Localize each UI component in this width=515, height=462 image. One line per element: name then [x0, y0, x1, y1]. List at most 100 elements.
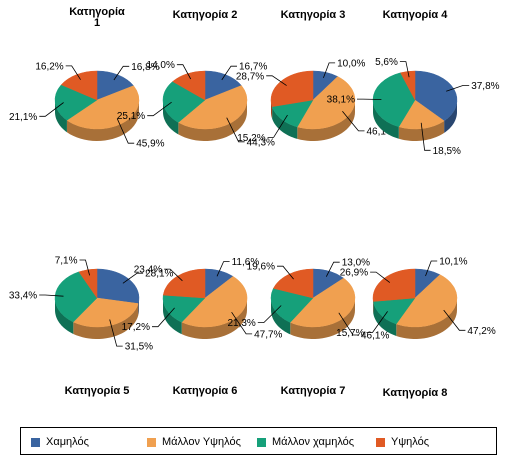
pie-category-8: Κατηγορία 8 10,1% 47,2% 15,7% 26,9% — [336, 257, 496, 400]
pie-slice-2-rather-high — [177, 85, 248, 130]
data-label-5-low: 28,1% — [145, 269, 173, 280]
pie-side-6-rather-low — [163, 298, 182, 335]
leader-line-5-rather-high — [109, 319, 123, 347]
pie-slice-3-high — [270, 70, 314, 107]
leader-line-4-low — [446, 85, 470, 92]
chart-title-3: Κατηγορία 3 — [281, 9, 346, 21]
leader-line-3-high — [266, 75, 287, 86]
chart-title-8: Κατηγορία 8 — [383, 387, 448, 399]
pie-slice-2-high — [172, 70, 206, 101]
pie-slice-7-high — [273, 268, 314, 299]
chart-title-2: Κατηγορία 2 — [173, 9, 238, 21]
data-label-3-rather-low: 15,2% — [237, 133, 265, 144]
pie-category-6: Κατηγορία 6 11,6% 47,7% 17,2% 23,4% — [122, 257, 283, 397]
leader-line-6-rather-high — [231, 311, 253, 335]
pie-slice-6-rather-low — [162, 294, 206, 323]
legend-item-rather-low: Μάλλον χαμηλός — [257, 436, 354, 448]
data-label-1-rather-high: 45,9% — [136, 139, 164, 150]
data-label-8-rather-low: 15,7% — [336, 328, 364, 339]
data-label-4-rather-low: 38,1% — [327, 95, 355, 106]
chart-title-5: Κατηγορία 5 — [65, 385, 130, 397]
pie-side-5-rather-high — [73, 303, 139, 339]
legend-label-low: Χαμηλός — [46, 436, 89, 448]
pie-slice-2-low — [204, 70, 242, 101]
data-label-3-low: 10,0% — [337, 58, 365, 69]
pie-slice-4-low — [414, 70, 458, 122]
data-label-5-rather-low: 33,4% — [9, 291, 37, 302]
data-label-7-low: 13,0% — [342, 258, 370, 269]
data-label-2-high: 14,0% — [147, 60, 175, 71]
legend-label-high: Υψηλός — [391, 436, 430, 448]
data-label-8-high: 26,9% — [340, 268, 368, 279]
leader-line-6-rather-low — [152, 307, 175, 328]
pie-slice-8-high — [372, 268, 416, 302]
data-label-1-high: 16,2% — [35, 61, 63, 72]
leader-line-5-high — [79, 259, 90, 276]
legend-item-low: Χαμηλός — [31, 436, 89, 448]
data-label-8-rather-high: 47,2% — [467, 326, 495, 337]
legend-swatch-high — [376, 437, 385, 447]
pie-slice-7-rather-low — [270, 288, 314, 323]
pie-category-3: Κατηγορία 3 10,0% 46,1% 15,2% 28,7% — [236, 9, 395, 144]
leader-line-3-rather-high — [342, 110, 365, 132]
pie-side-6-rather-high — [181, 298, 247, 339]
chart-title-1: Κατηγορία 1 — [69, 6, 125, 29]
pie-side-4-rather-low — [373, 100, 399, 139]
leader-line-2-high — [176, 64, 192, 80]
pie-category-7: Κατηγορία 7 13,0% 46,1% 21,3% 19,6% — [227, 258, 389, 397]
legend: Χαμηλός Μάλλον Υψηλός Μάλλον χαμηλός Υψη… — [20, 427, 497, 455]
leader-line-6-high — [164, 268, 183, 282]
pie-side-1-rather-low — [55, 100, 67, 133]
leader-line-3-low — [323, 62, 336, 79]
pie-slice-6-rather-high — [181, 276, 248, 328]
legend-swatch-low — [31, 437, 40, 447]
leader-line-1-high — [65, 65, 81, 80]
chart-title-4: Κατηγορία 4 — [383, 9, 449, 21]
pie-slice-7-rather-high — [289, 277, 356, 328]
data-label-1-rather-low: 21,1% — [9, 112, 37, 123]
data-label-3-rather-high: 46,1% — [367, 126, 395, 137]
data-label-7-rather-low: 21,3% — [227, 318, 255, 329]
leader-line-6-low — [216, 261, 230, 277]
data-label-1-low: 16,8% — [131, 62, 159, 73]
pie-category-1: Κατηγορία 1 16,8% 45,9% 21,1% 16,2% — [9, 6, 165, 150]
pie-slice-1-low — [96, 70, 134, 101]
pie-side-5-low — [138, 298, 139, 316]
data-label-5-high: 7,1% — [55, 256, 78, 267]
data-label-2-rather-low: 25,1% — [117, 111, 145, 122]
leader-line-8-high — [370, 271, 391, 283]
pie-slice-1-rather-high — [66, 85, 140, 130]
leader-line-7-low — [325, 261, 340, 277]
leader-line-7-rather-high — [338, 312, 359, 336]
pie-side-2-rather-high — [178, 100, 247, 141]
leader-line-1-rather-high — [116, 118, 135, 144]
leader-line-8-low — [425, 260, 438, 277]
pie-category-5: Κατηγορία 5 28,1% 31,5% 33,4% 7,1% — [9, 256, 174, 398]
leader-line-2-rather-low — [147, 101, 172, 117]
data-label-7-rather-high: 46,1% — [361, 331, 389, 342]
leader-line-7-high — [277, 265, 294, 280]
leader-line-8-rather-high — [443, 309, 466, 331]
data-label-7-high: 19,6% — [247, 262, 275, 273]
pie-side-8-rather-low — [373, 301, 397, 336]
pie-category-4: Κατηγορία 4 37,8% 18,5% 38,1% 5,6% — [327, 9, 500, 157]
leader-line-8-rather-low — [366, 311, 388, 333]
legend-item-rather-high: Μάλλον Υψηλός — [147, 436, 241, 448]
data-label-8-low: 10,1% — [439, 257, 467, 268]
leader-line-2-low — [221, 65, 237, 81]
data-label-5-rather-high: 31,5% — [125, 342, 153, 353]
pie-slice-5-rather-high — [72, 297, 139, 328]
pie-side-7-rather-low — [271, 298, 291, 335]
pie-slice-1-rather-low — [54, 84, 98, 121]
legend-swatch-rather-low — [257, 437, 266, 447]
data-label-6-low: 11,6% — [232, 257, 260, 268]
leader-line-1-low — [113, 65, 130, 81]
pie-slice-3-rather-high — [296, 76, 356, 130]
leader-line-4-high — [399, 61, 410, 78]
chart-title-6: Κατηγορία 6 — [173, 385, 238, 397]
pie-slice-6-high — [162, 268, 206, 299]
data-label-6-rather-high: 47,7% — [254, 329, 282, 340]
pie-side-5-rather-low — [55, 298, 74, 334]
pie-side-8-rather-high — [396, 298, 457, 339]
